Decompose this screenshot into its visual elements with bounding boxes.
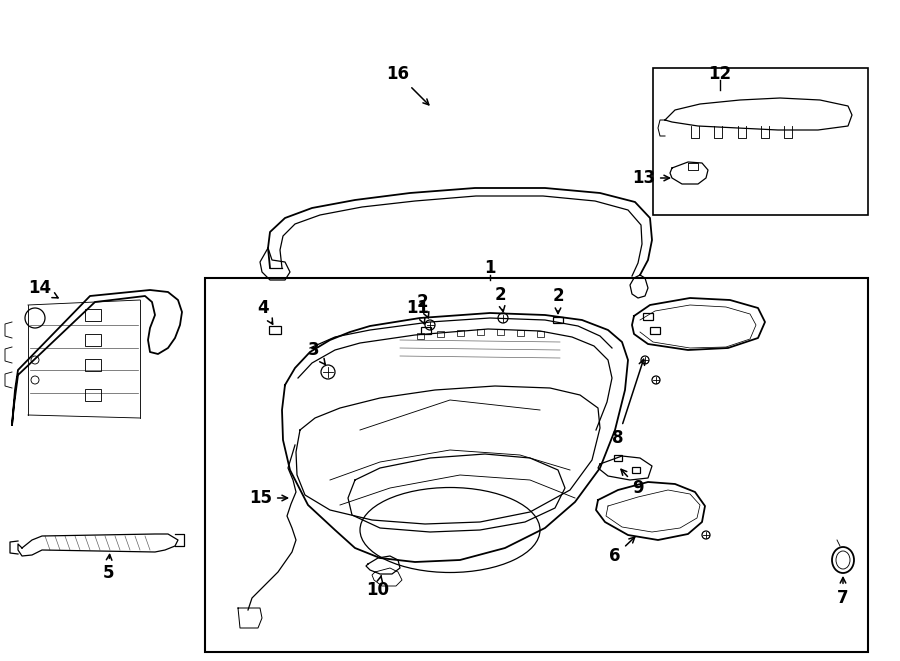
Text: 13: 13 [632,169,670,187]
Bar [437,331,444,337]
Text: 15: 15 [249,489,287,507]
Text: 9: 9 [621,469,644,497]
Bar [497,329,504,335]
Text: 10: 10 [366,576,390,599]
Bar [643,313,653,319]
Bar [85,334,101,346]
Text: 14: 14 [29,279,58,298]
Bar [553,317,563,323]
Bar [269,326,281,334]
Bar [457,330,464,336]
Bar [85,359,101,371]
Bar [650,327,660,334]
Text: 5: 5 [103,555,113,582]
Text: 1: 1 [484,259,496,277]
Text: 12: 12 [708,65,732,83]
Bar [517,330,524,336]
Bar [653,68,868,215]
Text: 11: 11 [407,299,429,324]
Text: 3: 3 [308,341,325,364]
Bar [417,333,424,339]
Bar [85,389,101,401]
Bar [421,327,431,334]
Bar [85,309,101,321]
Bar [205,278,868,652]
Bar [477,329,484,335]
Bar [614,455,622,461]
Text: 16: 16 [386,65,428,105]
Text: 2: 2 [553,287,563,313]
Text: 4: 4 [257,299,273,324]
Text: 7: 7 [837,578,849,607]
Text: 6: 6 [609,537,634,565]
Text: 2: 2 [494,286,506,311]
Bar [632,467,640,473]
Bar [537,331,544,337]
Text: 8: 8 [612,360,644,447]
Text: 2: 2 [416,293,428,318]
